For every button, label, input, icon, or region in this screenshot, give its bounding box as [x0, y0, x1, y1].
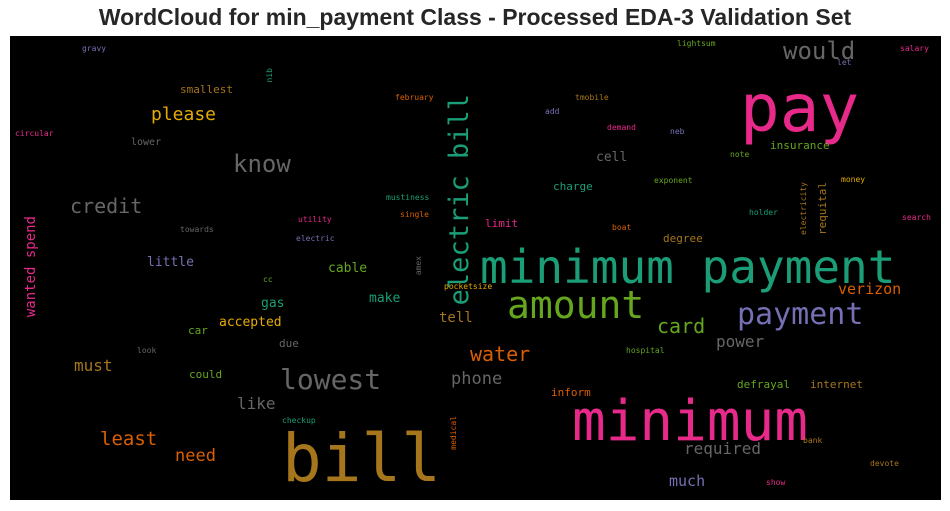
word-car: car	[188, 324, 208, 337]
word-cc: cc	[263, 275, 273, 284]
word-money: money	[841, 175, 866, 184]
word-towards: towards	[180, 225, 214, 234]
word-bill: bill	[282, 420, 441, 497]
word-could: could	[189, 368, 223, 381]
word-salary: salary	[900, 44, 929, 53]
word-circular: circular	[15, 129, 54, 138]
word-search: search	[902, 213, 931, 222]
word-minimum: minimum	[572, 389, 809, 454]
word-least: least	[100, 428, 158, 450]
word-charge: charge	[553, 180, 593, 193]
word-lowest: lowest	[280, 363, 382, 396]
word-let: let	[837, 58, 852, 67]
word-due: due	[279, 337, 299, 350]
word-look: look	[137, 346, 157, 355]
word-add: add	[545, 107, 560, 116]
word-amex: amex	[414, 256, 423, 276]
word-checkup: checkup	[282, 416, 316, 425]
word-like: like	[237, 394, 276, 413]
word-cell: cell	[596, 150, 628, 165]
word-holder: holder	[749, 208, 778, 217]
word-nib: nib	[265, 68, 274, 83]
word-internet: internet	[810, 378, 863, 391]
word-smallest: smallest	[180, 83, 233, 96]
word-cable: cable	[328, 261, 368, 276]
word-need: need	[175, 446, 216, 466]
word-demand: demand	[607, 123, 636, 132]
word-verizon: verizon	[838, 280, 902, 298]
word-single: single	[400, 210, 429, 219]
word-hospital: hospital	[626, 346, 665, 355]
word-medical: medical	[449, 416, 458, 450]
word-little: little	[147, 255, 194, 270]
word-make: make	[369, 291, 401, 306]
word-defrayal: defrayal	[737, 378, 790, 391]
word-tell: tell	[439, 310, 473, 326]
word-phone: phone	[451, 369, 503, 389]
word-tmobile: tmobile	[575, 93, 609, 102]
word-accepted: accepted	[219, 315, 282, 330]
word-please: please	[151, 104, 217, 125]
word-credit: credit	[70, 194, 143, 218]
word-requital: requital	[816, 182, 829, 235]
word-show: show	[766, 478, 786, 487]
word-gravy: gravy	[82, 44, 107, 53]
word-card: card	[657, 314, 706, 338]
word-much: much	[669, 472, 706, 490]
word-payment: payment	[737, 297, 864, 332]
word-degree: degree	[663, 232, 703, 245]
word-boat: boat	[612, 223, 632, 232]
word-electricity: electricity	[799, 182, 808, 235]
word-february: february	[395, 93, 434, 102]
word-must: must	[74, 356, 113, 375]
word-power: power	[716, 332, 765, 351]
word-devote: devote	[870, 459, 899, 468]
word-exponent: exponent	[654, 176, 693, 185]
word-pocketsize: pocketsize	[444, 282, 493, 291]
chart-title: WordCloud for min_payment Class - Proces…	[98, 4, 852, 30]
word-minimum-payment: minimum payment	[480, 240, 896, 294]
word-inform: inform	[551, 386, 591, 399]
word-electric-bill: electric bill	[444, 94, 475, 306]
word-water: water	[470, 342, 531, 366]
word-electric: electric	[296, 234, 335, 243]
word-would: would	[783, 37, 856, 65]
word-note: note	[730, 150, 750, 159]
word-limit: limit	[485, 217, 519, 230]
word-required: required	[684, 439, 762, 458]
word-utility: utility	[298, 215, 332, 224]
word-gas: gas	[261, 296, 285, 311]
word-neb: neb	[670, 127, 685, 136]
word-lightsum: lightsum	[677, 39, 716, 48]
word-wanted-spend: wanted spend	[23, 216, 39, 318]
word-bank: bank	[803, 436, 823, 445]
word-insurance: insurance	[770, 139, 830, 152]
word-know: know	[233, 150, 291, 178]
wordcloud-canvas: pay minimum payment minimum bill electric bi…	[10, 36, 941, 500]
word-pay: pay	[740, 70, 860, 147]
word-lower: lower	[131, 137, 162, 148]
word-mustiness: mustiness	[386, 193, 430, 202]
word-amount: amount	[507, 283, 645, 327]
